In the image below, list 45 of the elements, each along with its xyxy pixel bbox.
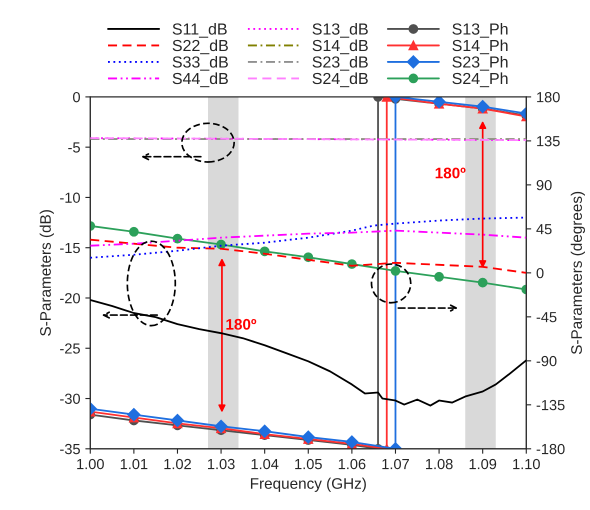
legend-label: S44_dB: [172, 72, 228, 88]
y2-tick-label: 45: [536, 224, 552, 234]
legend-label: S23_Ph: [452, 56, 508, 71]
x-tick-label: 1.10: [513, 458, 540, 470]
x-tick-label: 1.08: [426, 458, 453, 470]
legend-label: S14_Ph: [452, 39, 508, 54]
x-tick-label: 1.00: [77, 458, 104, 470]
legend-label: S24_Ph: [452, 72, 508, 88]
y-axis-title: S-Parameters (dB): [40, 210, 54, 336]
legend-label: S14_dB: [312, 39, 368, 54]
y2-tick-label: -90: [536, 356, 557, 366]
y2-tick-label: -135: [536, 400, 565, 410]
legend-label: S24_dB: [312, 72, 368, 88]
y2-tick-label: 180: [537, 92, 560, 102]
y2-axis-title: S-Parameters (degrees): [570, 192, 585, 354]
annotation: 180º: [436, 168, 466, 178]
x-tick-label: 1.05: [295, 458, 322, 470]
y2-tick-label: 0: [536, 268, 544, 278]
x-tick-label: 1.03: [208, 458, 235, 470]
y-tick-label: -5: [68, 142, 80, 153]
y-tick-label: -10: [60, 192, 80, 203]
x-tick-label: 1.01: [120, 458, 148, 470]
annotation: 180º: [226, 318, 256, 330]
x-tick-label: 1.07: [382, 458, 409, 470]
x-axis-title: Frequency (GHz): [250, 478, 366, 492]
y-tick-label: -25: [60, 343, 80, 354]
y2-tick-label: -45: [536, 312, 556, 322]
y2-tick-label: -180: [536, 444, 565, 454]
x-tick-label: 1.02: [164, 458, 191, 470]
legend-label: S11_dB: [172, 22, 227, 38]
x-tick-label: 1.09: [470, 458, 496, 470]
y2-tick-label: 135: [537, 136, 560, 146]
y-tick-label: -35: [60, 444, 80, 454]
legend-label: S13_Ph: [452, 22, 508, 38]
y-tick-label: 0: [73, 92, 80, 102]
x-tick-label: 1.04: [252, 458, 278, 470]
legend-label: S33_dB: [172, 56, 228, 71]
legend-label: S22_dB: [172, 39, 228, 54]
y-tick-label: -30: [60, 394, 80, 404]
y-tick-label: -20: [60, 293, 80, 304]
legend-label: S23_dB: [312, 56, 368, 71]
x-tick-label: 1.06: [338, 458, 366, 470]
legend-label: S13_dB: [312, 22, 368, 38]
y-tick-label: -15: [60, 242, 80, 254]
y2-tick-label: 90: [536, 180, 552, 190]
